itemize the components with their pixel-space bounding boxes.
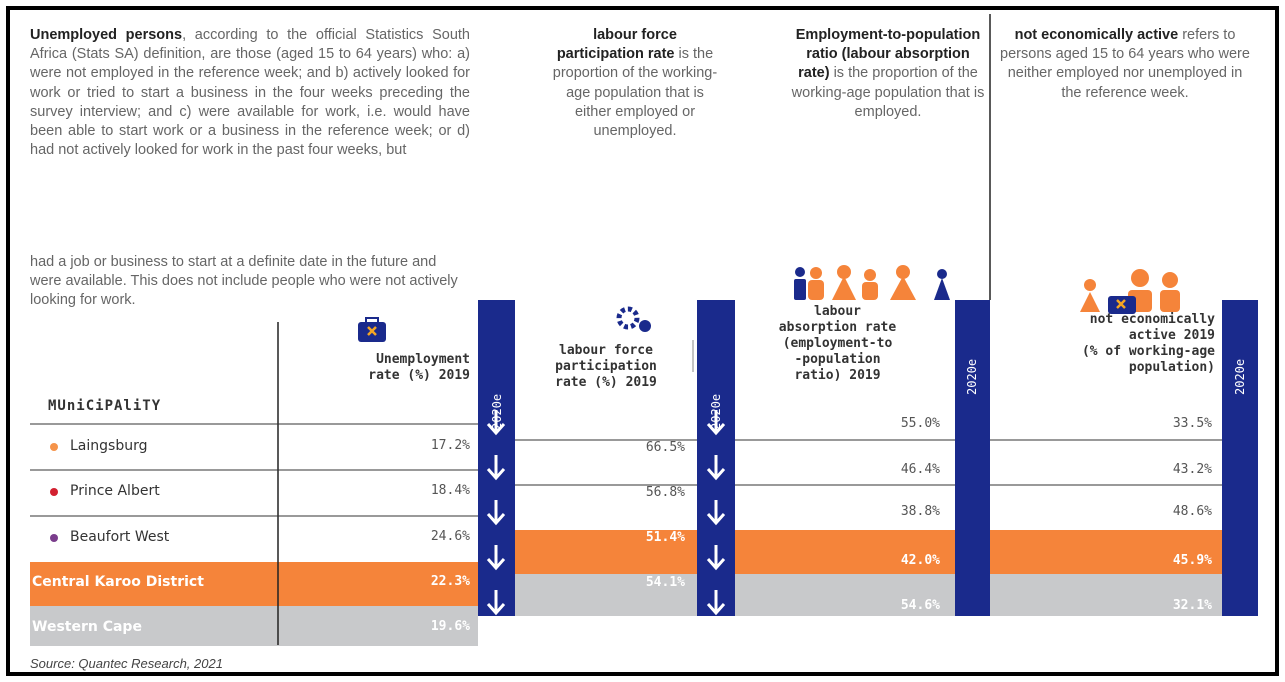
cell-value: 51.4%: [645, 530, 685, 545]
cell-value: 38.8%: [900, 504, 940, 519]
cell-value: 22.3%: [430, 574, 470, 589]
frame: [6, 6, 1279, 676]
cell-value: 42.0%: [900, 553, 940, 568]
definition: Employment-to-population ratio (labour a…: [790, 26, 986, 122]
column-header: (% of working-age: [1081, 344, 1215, 359]
cell-value: 32.1%: [1172, 598, 1212, 613]
bullet: [50, 443, 58, 451]
column-header: population): [1128, 360, 1215, 375]
forecast-label: 2020e: [709, 393, 723, 430]
column-header: participation: [555, 359, 657, 374]
term: labour force participation rate: [556, 27, 677, 63]
text: , according to the official Statistics S…: [30, 27, 470, 159]
row-label: Central Karoo District: [32, 574, 204, 590]
column-header: -population: [794, 352, 881, 367]
column-header: Unemployment: [376, 352, 470, 367]
forecast-label: 2020e: [1233, 358, 1247, 395]
row-label: Laingsburg: [70, 438, 148, 454]
cell-value: 46.4%: [900, 462, 940, 477]
forecast-label: 2020e: [490, 393, 504, 430]
term: Employment-to-population ratio (labour a…: [795, 27, 981, 82]
cell-value: 24.6%: [430, 529, 470, 544]
cell-value: 33.5%: [1172, 416, 1212, 431]
column-header: labour force: [559, 343, 653, 358]
column-header: (employment-to: [782, 336, 893, 351]
definition: labour force participation rate is the p…: [552, 26, 718, 141]
column-header: labour: [814, 304, 861, 319]
row-label: Western Cape: [32, 619, 142, 635]
text: is the proportion of the working-age pop…: [552, 46, 718, 140]
definition: not economically active refers to person…: [1000, 26, 1250, 103]
cell-value: 43.2%: [1172, 462, 1212, 477]
cell-value: 55.0%: [900, 416, 940, 431]
forecast-label: 2020e: [965, 358, 979, 395]
cell-value: 48.6%: [1172, 504, 1212, 519]
intro-text: Unemployed persons, according to the off…: [30, 26, 470, 160]
municipality-header: MUniCiPAliTY: [48, 398, 162, 414]
column-header: rate (%) 2019: [555, 375, 657, 390]
column-header: absorption rate: [778, 320, 897, 335]
cell-value: 54.6%: [900, 598, 940, 613]
bullet: [50, 488, 58, 496]
term: not economically active: [1014, 27, 1179, 43]
text: refers to persons aged 15 to 64 years wh…: [1000, 27, 1250, 101]
column-header: not economically: [1089, 312, 1215, 327]
text: is the proportion of the working-age pop…: [791, 65, 985, 120]
row-label: Beaufort West: [70, 529, 170, 545]
cell-value: 56.8%: [645, 485, 685, 500]
column-header: rate (%) 2019: [368, 368, 470, 383]
term: Unemployed persons: [30, 27, 183, 43]
bullet: [50, 534, 58, 542]
cell-value: 54.1%: [645, 575, 685, 590]
cell-value: 66.5%: [645, 440, 685, 455]
intro-continuation: had a job or business to start at a defi…: [30, 254, 458, 309]
column-header: ratio) 2019: [794, 368, 881, 383]
column-header: active 2019: [1128, 328, 1215, 343]
row-label: Prince Albert: [70, 483, 160, 499]
cell-value: 45.9%: [1172, 553, 1212, 568]
cell-value: 18.4%: [430, 483, 470, 498]
source: Source: Quantec Research, 2021: [30, 656, 223, 671]
cell-value: 17.2%: [430, 438, 470, 453]
cell-value: 19.6%: [430, 619, 470, 634]
